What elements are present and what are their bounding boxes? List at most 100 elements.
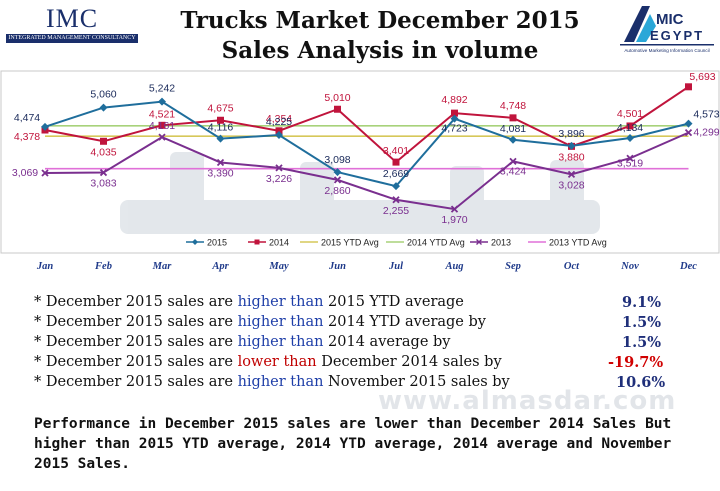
legend-item-2015: 2015 xyxy=(186,238,227,248)
point-2013-oct xyxy=(567,170,576,179)
data-label-2013-dec: 4,299 xyxy=(693,127,719,139)
legend-item-2013: 2013 xyxy=(470,238,511,248)
data-label-2015-mar: 5,242 xyxy=(149,83,175,95)
point-2015-may xyxy=(275,131,283,140)
data-label-2015-aug: 4,723 xyxy=(441,123,467,135)
imc-logo-subtitle: INTEGRATED MANAGEMENT CONSULTANCY xyxy=(6,34,138,43)
point-2015-oct xyxy=(567,141,576,150)
data-label-2013-jun: 2,860 xyxy=(324,185,350,197)
point-2015-nov xyxy=(626,134,634,143)
svg-text:2013 YTD Avg: 2013 YTD Avg xyxy=(549,238,607,248)
data-label-2015-dec: 4,573 xyxy=(693,109,719,121)
title-line-1: Trucks Market December 2015 xyxy=(180,7,580,34)
data-label-2015-nov: 4,134 xyxy=(617,122,643,134)
point-2015-aug xyxy=(450,114,459,123)
x-tick-label-apr: Apr xyxy=(211,261,229,272)
note-percentage: 9.1% xyxy=(622,294,662,311)
note-suffix: November 2015 sales by xyxy=(323,374,510,390)
series-line-2013 xyxy=(44,131,689,211)
x-tick-label-jul: Jul xyxy=(388,261,403,272)
data-label-2014-nov: 4,501 xyxy=(617,108,643,120)
legend-item-2015-ytd-avg: 2015 YTD Avg xyxy=(300,238,379,248)
svg-text:2014 YTD Avg: 2014 YTD Avg xyxy=(407,238,465,248)
data-label-2013-aug: 1,970 xyxy=(441,214,467,226)
watermark-text: www.almasdar.com xyxy=(378,386,677,416)
data-label-2013-ytd-avg-nov: 3,519 xyxy=(617,158,643,170)
data-label-2015-sep: 4,081 xyxy=(500,123,526,135)
legend-item-2014-ytd-avg: 2014 YTD Avg xyxy=(386,238,465,248)
point-2013-jan xyxy=(41,169,49,177)
note-percentage: -19.7% xyxy=(608,354,664,371)
point-2015-feb xyxy=(99,103,108,112)
amic-logo-graphic: MIC EGYPT Automotive Marketing Informati… xyxy=(620,6,714,53)
data-label-2015-may: 4,225 xyxy=(266,116,292,128)
point-2015-jul xyxy=(392,182,400,191)
point-2014-mar xyxy=(158,121,166,129)
note-comparison: higher than xyxy=(237,374,324,390)
legend-item-2014: 2014 xyxy=(248,238,289,248)
point-2014-nov xyxy=(626,122,634,130)
data-label-2015-apr: 4,116 xyxy=(208,122,234,134)
point-2014-sep xyxy=(509,114,517,122)
data-label-2013-feb: 3,083 xyxy=(90,178,116,190)
point-2014-jul xyxy=(392,158,400,166)
point-2015-sep xyxy=(509,135,517,144)
point-2013-feb xyxy=(99,168,108,177)
point-2014-dec xyxy=(685,83,692,91)
point-2013-may xyxy=(275,164,283,172)
data-label-2015-oct: 3,896 xyxy=(558,128,584,140)
note-percentage: 1.5% xyxy=(622,314,662,331)
point-2014-jun xyxy=(334,105,341,113)
note-percentage: 10.6% xyxy=(616,374,666,391)
data-label-2014-jun: 5,010 xyxy=(324,92,350,104)
series-line-2015 xyxy=(44,100,689,188)
chart-border xyxy=(0,70,720,254)
point-2014-may xyxy=(275,127,283,135)
note-suffix: December 2014 sales by xyxy=(316,354,502,370)
chart-legend: 2015 2014 2015 YTD Avg 2014 YTD Avg 2013 2013… xyxy=(186,238,607,248)
note-comparison: lower than xyxy=(237,354,317,370)
point-2015-dec xyxy=(684,119,693,128)
data-label-2014-sep: 4,748 xyxy=(500,100,526,112)
x-tick-label-jun: Jun xyxy=(328,261,346,272)
x-tick-label-jan: Jan xyxy=(36,261,54,272)
x-tick-label-feb: Feb xyxy=(94,261,112,272)
data-label-2013-sep: 3,424 xyxy=(500,165,526,177)
point-2014-apr xyxy=(217,116,224,124)
svg-text:2014: 2014 xyxy=(269,238,289,248)
title-line-2: Sales Analysis in volume xyxy=(221,37,539,64)
x-tick-label-oct: Oct xyxy=(564,261,580,272)
x-tick-label-dec: Dec xyxy=(679,261,697,272)
data-label-2013-oct: 3,028 xyxy=(558,179,584,191)
data-label-2014-may: 4,354 xyxy=(266,113,292,125)
note-suffix: 2015 YTD average xyxy=(323,294,464,310)
note-line: * December 2015 sales are lower than Dec… xyxy=(34,354,502,370)
data-label-2013-jan: 3,069 xyxy=(12,167,38,179)
sales-line-chart: 3,069 3,083 4,161 3,390 3,226 2,860 2,255 1,970… xyxy=(0,70,720,272)
data-label-2014-jul: 3,401 xyxy=(383,145,409,157)
data-label-2014-aug: 4,892 xyxy=(441,94,467,106)
note-comparison: higher than xyxy=(237,294,324,310)
point-2013-jun xyxy=(333,176,342,184)
point-2013-apr xyxy=(216,158,225,167)
data-label-2014-dec: 5,693 xyxy=(689,71,715,83)
data-label-2014-feb: 4,035 xyxy=(90,146,116,158)
data-label-2014-apr: 4,675 xyxy=(207,102,233,114)
point-2013-nov xyxy=(626,154,634,162)
point-2014-aug xyxy=(451,109,458,117)
note-line: * December 2015 sales are higher than 20… xyxy=(34,314,486,330)
point-2015-jan xyxy=(41,122,49,131)
data-label-2015-feb: 5,060 xyxy=(90,89,116,101)
point-2013-dec xyxy=(684,128,693,137)
point-2015-jun xyxy=(333,168,342,177)
note-comparison: higher than xyxy=(237,314,324,330)
data-label-2013-jul: 2,255 xyxy=(383,205,409,217)
note-prefix: * December 2015 sales are xyxy=(34,314,238,330)
x-tick-label-may: May xyxy=(268,261,289,272)
svg-text:2015: 2015 xyxy=(207,238,227,248)
point-2013-sep xyxy=(509,157,517,165)
note-prefix: * December 2015 sales are xyxy=(34,354,238,370)
point-2015-mar xyxy=(158,97,166,106)
data-label-2014-oct: 3,880 xyxy=(558,151,584,163)
data-label-2014-jan: 4,378 xyxy=(14,131,40,143)
